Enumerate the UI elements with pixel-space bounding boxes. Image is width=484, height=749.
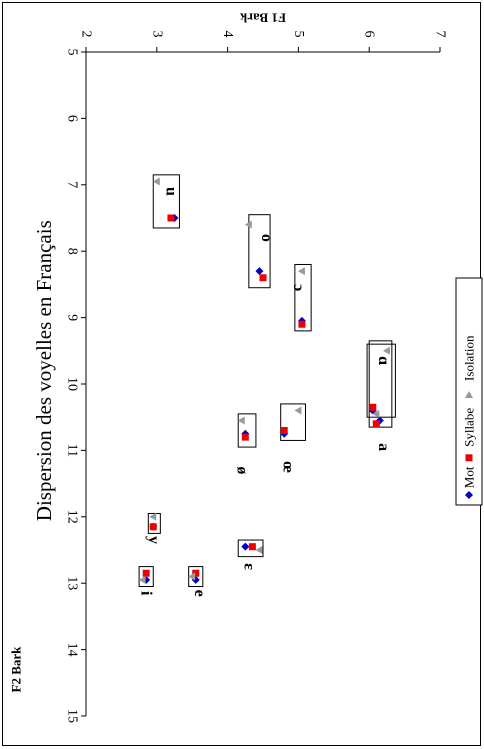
isolation-point [152,177,160,186]
isolation-point [294,406,302,415]
chart-title: Dispersion des voyelles en Français [32,220,56,521]
f2-tick-label: 12 [65,510,80,524]
f2-tick-label: 7 [65,181,80,188]
f1-tick-label: 7 [433,31,448,38]
syllabe-point [167,214,175,222]
vowel-box [366,343,396,418]
legend-syllabe-marker [465,454,473,462]
syllabe-point [259,274,267,282]
vowel-box [368,340,393,428]
f2-tick-label: 15 [65,709,80,723]
vowel-label: ø [233,466,250,474]
isolation-point [297,267,305,276]
syllabe-point [248,543,256,551]
isolation-point [372,409,380,418]
f2-tick-label: 9 [65,314,80,321]
syllabe-point [369,403,377,411]
f1-tick-label: 3 [149,31,164,38]
f2-tick-label: 13 [65,576,80,590]
syllabe-point [280,426,288,434]
vowel-label: o [258,234,275,242]
legend-mot-marker [465,491,473,499]
f2-tick-label: 5 [65,49,80,56]
f1-tick-label: 2 [79,31,94,38]
syllabe-point [241,433,249,441]
isolation-point [382,346,390,355]
vowel-label: ɔ [290,284,307,291]
legend-label: Mot [462,466,477,488]
vowel-box [248,214,271,289]
f2-tick-label: 8 [65,248,80,255]
vowel-label: y [145,536,162,544]
isolation-point [149,512,157,521]
mot-point [255,267,264,276]
f2-tick-label: 11 [65,444,80,457]
vowel-label: œ [279,461,296,473]
vowel-box [280,403,306,441]
vowel-label: u [162,187,179,196]
isolation-point [244,220,252,229]
f2-tick-label: 6 [65,115,80,122]
f1-axis-title: F1 Bark [239,11,286,26]
isolation-point [188,572,196,581]
vowel-box [294,263,312,332]
syllabe-point [298,320,306,328]
vowel-label: ɛ [240,563,257,570]
vowel-box [237,539,264,558]
isolation-point [237,416,245,425]
f1-tick-label: 6 [362,31,377,38]
legend-label: Syllabe [462,408,477,447]
vowel-label: e [191,590,208,597]
isolation-point [138,575,146,584]
legend-isolation-marker [465,391,473,398]
vowel-label: i [138,591,155,596]
syllabe-point [372,420,380,428]
syllabe-point [192,569,200,577]
vowel-box [138,566,154,588]
f2-tick-label: 10 [65,377,80,391]
vowel-box [147,512,161,534]
isolation-point [255,546,263,554]
legend-label: Isolation [462,335,477,381]
f2-tick-label: 14 [65,643,80,657]
f1-tick-label: 4 [220,31,235,38]
f2-axis-title: F2 Bark [9,646,24,693]
vowel-box [237,413,257,448]
syllabe-point [142,569,150,577]
vowel-label: a [375,443,392,451]
vowel-box [152,174,180,229]
f1-tick-label: 5 [291,31,306,38]
vowel-label: ɑ [375,356,392,365]
mot-point [241,542,250,551]
syllabe-point [149,523,157,531]
